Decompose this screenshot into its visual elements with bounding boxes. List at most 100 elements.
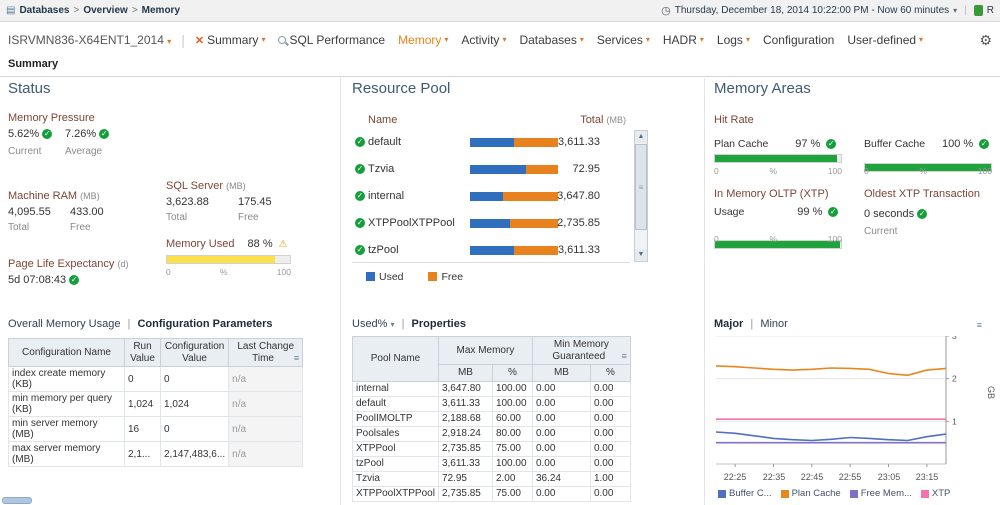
chevron-down-icon: ▾ xyxy=(261,35,266,44)
svg-text:3: 3 xyxy=(952,336,957,341)
nav-item-summary[interactable]: ✕ Summary ▾ xyxy=(194,33,266,47)
column-header[interactable]: MB xyxy=(437,364,493,382)
scroll-down-icon[interactable]: ▼ xyxy=(635,249,647,261)
gear-icon[interactable]: ⚙ xyxy=(979,31,992,48)
plan-cache-label: Plan Cache xyxy=(714,138,769,150)
pool-total: 2,735.85 xyxy=(557,217,600,229)
pool-row[interactable]: ✓ tzPool 3,611.33 xyxy=(352,244,628,271)
scroll-up-icon[interactable]: ▲ xyxy=(635,131,647,143)
pool-row[interactable]: ✓ default 3,611.33 xyxy=(352,136,628,163)
nav-item-user-defined[interactable]: User-defined ▾ xyxy=(847,33,924,47)
table-row[interactable]: min server memory (MB) 16 0 n/a xyxy=(8,416,304,442)
chart-view-links: Major | Minor xyxy=(714,318,788,330)
nav-item-hadr[interactable]: HADR ▾ xyxy=(662,33,704,47)
separator: | xyxy=(181,32,185,48)
breadcrumb-icon: ▤ xyxy=(6,5,16,16)
column-header[interactable]: Run Value xyxy=(124,338,161,367)
pool-legend: Used Free xyxy=(366,271,463,283)
nav-item-databases[interactable]: Databases ▾ xyxy=(519,33,584,47)
major-link[interactable]: Major xyxy=(714,318,744,330)
table-row[interactable]: min memory per query (KB) 1,024 1,024 n/a xyxy=(8,391,304,417)
ok-icon: ✓ xyxy=(828,207,839,217)
pool-row[interactable]: ✓ internal 3,647.80 xyxy=(352,190,628,217)
nav-item-sql-performance[interactable]: SQL Performance xyxy=(278,33,385,47)
table-row[interactable]: max server memory (MB) 2,1... 2,147,483,6.… xyxy=(8,441,304,467)
configuration-parameters-link[interactable]: Configuration Parameters xyxy=(137,318,273,330)
column-header[interactable]: Configuration Name xyxy=(8,338,125,367)
column-header[interactable]: MB xyxy=(531,364,591,382)
vertical-scrollbar[interactable]: ▲ ≡ ▼ xyxy=(634,130,648,262)
table-options-icon[interactable]: ≡ xyxy=(293,352,300,363)
memory-areas-section: Memory Areas Hit Rate Plan Cache 97 % ✓ … xyxy=(714,78,998,505)
nav-item-memory[interactable]: Memory ▾ xyxy=(398,33,449,47)
table-row[interactable]: Poolsales 2,918.24 80.00 0.00 0.00 xyxy=(352,425,631,442)
ok-icon: ✓ xyxy=(355,191,365,201)
top-bar: ▤ Databases > Overview > Memory ◷ Thursd… xyxy=(0,0,1000,22)
ok-icon: ✓ xyxy=(42,129,53,139)
table-row[interactable]: default 3,611.33 100.00 0.00 0.00 xyxy=(352,395,631,412)
resource-pool-section: Resource Pool Name Total (MB) ✓ default 3,… xyxy=(352,78,654,505)
column-header[interactable]: % xyxy=(589,364,631,382)
table-row[interactable]: Tzvia 72.95 2.00 36.24 1.00 xyxy=(352,470,631,487)
ok-icon: ✓ xyxy=(355,245,365,255)
table-row[interactable]: index create memory (KB) 0 0 n/a xyxy=(8,366,304,392)
breadcrumb-overview[interactable]: Overview xyxy=(83,5,128,16)
plan-cache-row: Plan Cache 97 % ✓ xyxy=(714,138,837,150)
x-tick-label: 22:35 xyxy=(762,472,786,482)
nav-item-configuration[interactable]: Configuration xyxy=(762,33,835,47)
table-options-icon[interactable]: ≡ xyxy=(621,350,627,361)
column-header[interactable]: Pool Name xyxy=(352,336,439,382)
horizontal-scrollbar[interactable] xyxy=(2,497,32,504)
table-row[interactable]: tzPool 3,611.33 100.00 0.00 0.00 xyxy=(352,455,631,472)
overall-memory-usage-link[interactable]: Overall Memory Usage xyxy=(8,318,121,330)
free-label: Free xyxy=(238,212,259,223)
reports-link[interactable]: R xyxy=(986,5,994,16)
time-range-selector[interactable]: Thursday, December 18, 2014 10:22:00 PM … xyxy=(674,5,950,16)
breadcrumb-separator: > xyxy=(131,5,138,16)
properties-table-body: internal 3,647.80 100.00 0.00 0.00 default 3,6… xyxy=(352,380,631,502)
instance-selector[interactable]: ISRVMN836-X64ENT1_2014 ▾ xyxy=(8,33,172,47)
legend-item[interactable]: Buffer C... xyxy=(718,488,772,499)
chevron-down-icon[interactable]: ▾ xyxy=(953,6,958,15)
pool-usage-bar xyxy=(470,246,558,255)
nav-item-services[interactable]: Services ▾ xyxy=(596,33,650,47)
legend-item[interactable]: Plan Cache xyxy=(780,488,841,499)
free-label: Free xyxy=(70,222,91,233)
breadcrumb-memory[interactable]: Memory xyxy=(141,5,181,16)
pool-row[interactable]: ✓ Tzvia 72.95 xyxy=(352,163,628,190)
xtp-usage-value: 99 % xyxy=(797,206,823,218)
column-header[interactable]: Last Change Time ≡ xyxy=(228,338,304,367)
properties-link[interactable]: Properties xyxy=(411,318,466,330)
pool-name: Tzvia xyxy=(368,163,395,175)
memory-used-label: Memory Used xyxy=(166,238,235,250)
column-header[interactable]: % xyxy=(491,364,533,382)
nav-menu: ✕ Summary ▾ SQL Performance Memory ▾ Activity ▾… xyxy=(195,33,936,47)
nav-item-activity[interactable]: Activity ▾ xyxy=(461,33,507,47)
nav-item-logs[interactable]: Logs ▾ xyxy=(716,33,750,47)
minor-link[interactable]: Minor xyxy=(760,318,788,330)
column-header[interactable]: Configuration Value xyxy=(159,338,230,367)
table-row[interactable]: XTPPoolXTPPool 2,735.85 75.00 0.00 0.00 xyxy=(352,485,631,502)
gauge-scale: 0% 100 xyxy=(166,267,291,277)
scrollbar-thumb[interactable]: ≡ xyxy=(635,144,647,230)
breadcrumb-databases[interactable]: Databases xyxy=(19,5,70,16)
pool-row[interactable]: ✓ XTPPoolXTPPool 2,735.85 xyxy=(352,217,628,244)
chart-options-icon[interactable]: ≡ xyxy=(976,320,982,330)
used-pct-sort-link[interactable]: Used% ▾ xyxy=(352,318,395,330)
tab-summary[interactable]: Summary xyxy=(8,58,59,70)
table-row[interactable]: internal 3,647.80 100.00 0.00 0.00 xyxy=(352,380,631,397)
table-row[interactable]: PoolIMOLTP 2,188.68 60.00 0.00 0.00 xyxy=(352,410,631,427)
pool-total: 72.95 xyxy=(572,163,600,175)
memory-used-row: Memory Used 88 % ⚠ xyxy=(166,238,288,250)
chevron-down-icon: ▾ xyxy=(919,35,924,44)
column-group-header[interactable]: Max Memory xyxy=(437,336,533,365)
table-row[interactable]: XTPPool 2,735.85 75.00 0.00 0.00 xyxy=(352,440,631,457)
pool-name: internal xyxy=(368,190,405,202)
memory-chart: 1 2 3 xyxy=(716,336,957,467)
legend-item[interactable]: XTP xyxy=(920,488,950,499)
xtp-usage-row: Usage 99 % ✓ xyxy=(714,206,839,218)
legend-item[interactable]: Free Mem... xyxy=(849,488,912,499)
machine-ram-total: 4,095.55 xyxy=(8,206,51,218)
ok-icon: ✓ xyxy=(826,139,837,149)
column-group-header[interactable]: Min Memory Guaranteed ≡ xyxy=(531,336,631,365)
